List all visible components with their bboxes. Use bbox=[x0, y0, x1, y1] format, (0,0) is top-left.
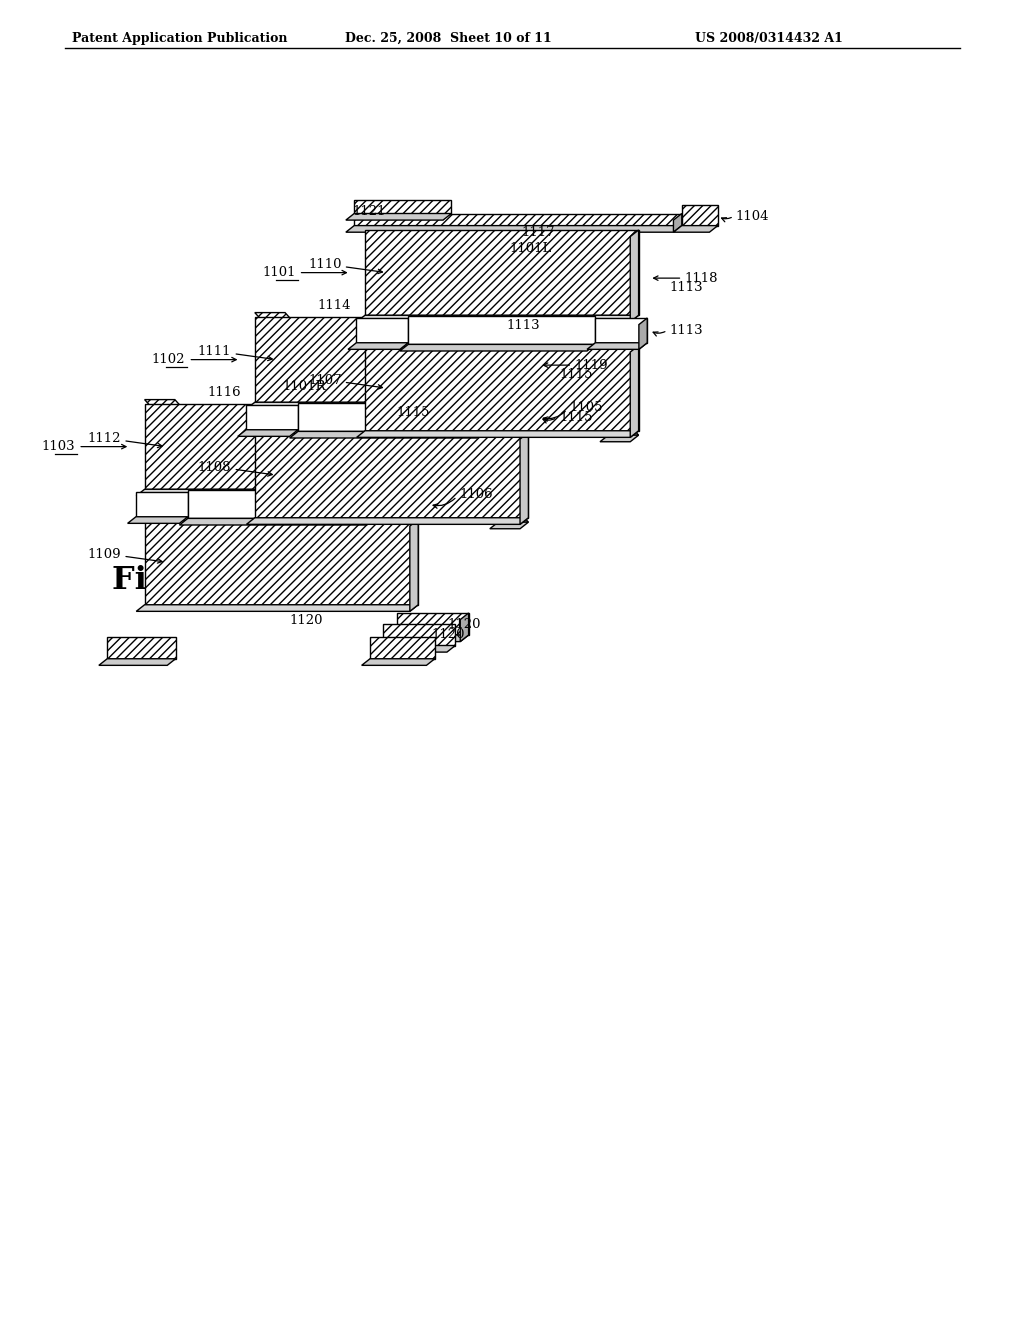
Polygon shape bbox=[255, 317, 528, 403]
Text: 1110: 1110 bbox=[308, 259, 342, 271]
Polygon shape bbox=[346, 226, 682, 232]
Text: 1115: 1115 bbox=[559, 368, 593, 381]
Polygon shape bbox=[128, 516, 187, 523]
Polygon shape bbox=[361, 659, 435, 665]
Polygon shape bbox=[144, 520, 418, 605]
Polygon shape bbox=[375, 492, 427, 516]
Text: 1101: 1101 bbox=[262, 267, 296, 279]
Polygon shape bbox=[136, 492, 187, 516]
Polygon shape bbox=[489, 523, 528, 529]
Text: 1108: 1108 bbox=[198, 461, 231, 474]
Text: Patent Application Publication: Patent Application Publication bbox=[72, 32, 288, 45]
Polygon shape bbox=[354, 199, 452, 214]
Polygon shape bbox=[365, 346, 639, 430]
Polygon shape bbox=[136, 490, 418, 496]
Polygon shape bbox=[365, 230, 639, 315]
Text: 1118: 1118 bbox=[684, 272, 718, 285]
Polygon shape bbox=[383, 623, 456, 645]
Polygon shape bbox=[144, 404, 418, 490]
Polygon shape bbox=[409, 317, 595, 345]
Polygon shape bbox=[595, 318, 647, 343]
Text: 1112: 1112 bbox=[88, 432, 121, 445]
Polygon shape bbox=[520, 433, 528, 524]
Polygon shape bbox=[136, 605, 418, 611]
Polygon shape bbox=[639, 318, 647, 350]
Polygon shape bbox=[290, 432, 485, 438]
Text: 1121: 1121 bbox=[352, 206, 386, 218]
Polygon shape bbox=[477, 430, 537, 437]
Polygon shape bbox=[346, 214, 452, 220]
Text: 1113: 1113 bbox=[670, 323, 703, 337]
Text: US 2008/0314432 A1: US 2008/0314432 A1 bbox=[695, 32, 843, 45]
Polygon shape bbox=[356, 318, 409, 343]
Text: 1119: 1119 bbox=[574, 359, 608, 372]
Polygon shape bbox=[587, 343, 647, 350]
Polygon shape bbox=[396, 612, 469, 635]
Polygon shape bbox=[247, 523, 285, 529]
Text: 1120: 1120 bbox=[447, 618, 481, 631]
Text: 1114: 1114 bbox=[317, 300, 351, 313]
Polygon shape bbox=[682, 205, 718, 226]
Polygon shape bbox=[520, 317, 528, 409]
Polygon shape bbox=[388, 400, 528, 523]
Text: 1111: 1111 bbox=[198, 345, 231, 358]
Polygon shape bbox=[108, 636, 175, 659]
Polygon shape bbox=[388, 635, 469, 642]
Polygon shape bbox=[375, 645, 456, 652]
Polygon shape bbox=[247, 403, 528, 409]
Polygon shape bbox=[348, 343, 409, 350]
Polygon shape bbox=[367, 516, 427, 523]
Polygon shape bbox=[255, 313, 395, 436]
Polygon shape bbox=[187, 490, 375, 519]
Polygon shape bbox=[370, 636, 435, 659]
Polygon shape bbox=[99, 659, 175, 665]
Text: 1116: 1116 bbox=[208, 387, 242, 400]
Text: 1115: 1115 bbox=[396, 405, 430, 418]
Polygon shape bbox=[354, 214, 682, 226]
Text: 1101R: 1101R bbox=[283, 380, 327, 393]
Text: 1103: 1103 bbox=[42, 440, 75, 453]
Polygon shape bbox=[410, 404, 418, 496]
Text: 1101L: 1101L bbox=[509, 242, 552, 255]
Text: 1120: 1120 bbox=[290, 615, 323, 627]
Polygon shape bbox=[674, 214, 682, 232]
Polygon shape bbox=[485, 405, 537, 430]
Text: 1107: 1107 bbox=[308, 374, 342, 387]
Text: Fig. 11: Fig. 11 bbox=[112, 565, 237, 595]
Polygon shape bbox=[255, 433, 528, 517]
Text: 1109: 1109 bbox=[88, 548, 121, 561]
Text: 1102: 1102 bbox=[152, 354, 185, 366]
Text: 1120: 1120 bbox=[431, 628, 465, 642]
Polygon shape bbox=[419, 492, 427, 523]
Polygon shape bbox=[498, 313, 639, 436]
Text: 1113: 1113 bbox=[670, 281, 703, 294]
Text: 1115: 1115 bbox=[559, 411, 593, 424]
Polygon shape bbox=[356, 436, 395, 442]
Polygon shape bbox=[399, 345, 595, 351]
Polygon shape bbox=[144, 400, 285, 523]
Polygon shape bbox=[460, 612, 469, 642]
Polygon shape bbox=[410, 520, 418, 611]
Text: 1113: 1113 bbox=[507, 319, 541, 331]
Polygon shape bbox=[630, 230, 639, 322]
Text: 1105: 1105 bbox=[569, 401, 603, 414]
Polygon shape bbox=[674, 226, 718, 232]
Polygon shape bbox=[179, 519, 375, 525]
Polygon shape bbox=[528, 405, 537, 437]
Text: 1104: 1104 bbox=[736, 210, 769, 223]
Text: 1117: 1117 bbox=[522, 227, 555, 239]
Text: Dec. 25, 2008  Sheet 10 of 11: Dec. 25, 2008 Sheet 10 of 11 bbox=[345, 32, 552, 45]
Polygon shape bbox=[356, 430, 639, 437]
Polygon shape bbox=[356, 315, 639, 322]
Polygon shape bbox=[298, 404, 485, 432]
Polygon shape bbox=[246, 405, 298, 430]
Polygon shape bbox=[630, 346, 639, 437]
Polygon shape bbox=[247, 517, 528, 524]
Polygon shape bbox=[600, 436, 639, 442]
Text: 1106: 1106 bbox=[459, 488, 493, 500]
Polygon shape bbox=[238, 430, 298, 437]
